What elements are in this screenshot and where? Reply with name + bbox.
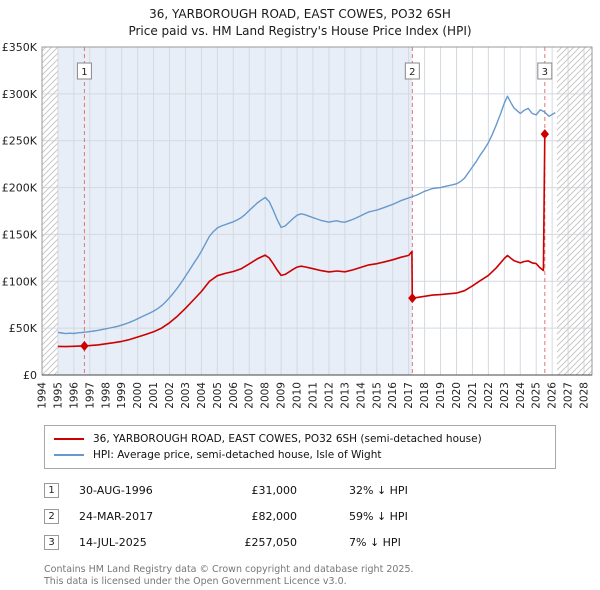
no-data-hatch: [556, 47, 592, 375]
x-tick-label: 2005: [212, 382, 224, 409]
y-tick-label: £350K: [2, 41, 38, 54]
x-tick-label: 2000: [132, 382, 144, 409]
x-tick-label: 2003: [180, 382, 192, 409]
sale-date: 24-MAR-2017: [79, 510, 154, 523]
no-data-hatch: [42, 47, 58, 375]
sale-marker-box: [76, 62, 92, 80]
x-tick-label: 2019: [435, 382, 447, 409]
sale-number-badge: 2: [44, 509, 59, 524]
sale-row-1: 1 30-AUG-1996 £31,000 32% ↓ HPI: [44, 483, 600, 498]
x-tick-label: 2015: [371, 382, 383, 409]
x-tick-label: 2013: [339, 382, 351, 409]
x-tick-label: 2023: [499, 382, 511, 409]
legend-item-hpi: HPI: Average price, semi-detached house,…: [54, 447, 546, 463]
x-tick-label: 2021: [467, 382, 479, 409]
y-tick-label: £300K: [2, 88, 38, 101]
x-tick-label: 2024: [515, 382, 527, 409]
sale-number-badge: 1: [44, 483, 59, 498]
x-tick-label: 2020: [451, 382, 463, 409]
x-tick-label: 2014: [355, 382, 367, 409]
x-tick-label: 2026: [547, 382, 559, 409]
sale-hpi-delta: 32% ↓ HPI: [349, 484, 408, 497]
x-tick-label: 1998: [100, 382, 112, 409]
x-tick-label: 2009: [276, 382, 288, 409]
sale-marker-number: 2: [409, 67, 415, 78]
page-title: 36, YARBOROUGH ROAD, EAST COWES, PO32 6S…: [149, 7, 451, 21]
x-tick-label: 2010: [292, 382, 304, 409]
x-tick-label: 2007: [244, 382, 256, 409]
x-tick-label: 2025: [531, 382, 543, 409]
x-tick-label: 2018: [419, 382, 431, 409]
y-tick-label: £100K: [2, 275, 38, 288]
footer-line-2: This data is licensed under the Open Gov…: [44, 576, 347, 588]
x-tick-label: 2002: [164, 382, 176, 409]
property-line-swatch: [54, 438, 84, 440]
x-tick-label: 2012: [323, 382, 335, 409]
sale-marker-diamond: [80, 340, 89, 351]
sale-marker-number: 3: [542, 67, 548, 78]
sale-price: £31,000: [251, 484, 298, 497]
x-tick-label: 2004: [196, 382, 208, 409]
y-tick-label: £0: [23, 369, 37, 382]
x-tick-label: 1995: [52, 382, 64, 409]
sale-marker-diamond: [408, 293, 417, 304]
sale-number-badge: 3: [44, 535, 59, 550]
y-tick-label: £150K: [2, 228, 38, 241]
page-subtitle: Price paid vs. HM Land Registry's House …: [128, 24, 472, 38]
x-tick-label: 2016: [387, 382, 399, 409]
legend-item-property: 36, YARBOROUGH ROAD, EAST COWES, PO32 6S…: [54, 431, 546, 447]
x-tick-label: 1994: [37, 382, 49, 409]
chart-legend: 36, YARBOROUGH ROAD, EAST COWES, PO32 6S…: [44, 425, 556, 469]
sale-price: £82,000: [251, 510, 298, 523]
sale-marker-number: 1: [81, 67, 87, 78]
x-tick-label: 2022: [483, 382, 495, 409]
license-footer: Contains HM Land Registry data © Crown c…: [44, 564, 600, 589]
x-tick-label: 1997: [84, 382, 96, 409]
sale-marker-box: [404, 62, 420, 80]
y-tick-label: £200K: [2, 182, 38, 195]
y-tick-label: £50K: [9, 322, 38, 335]
y-tick-label: £250K: [2, 135, 38, 148]
sales-table: 1 30-AUG-1996 £31,000 32% ↓ HPI 2 24-MAR…: [44, 483, 600, 550]
sale-date: 14-JUL-2025: [79, 536, 147, 549]
sale-hpi-delta: 7% ↓ HPI: [349, 536, 401, 549]
hpi-line-swatch: [54, 454, 84, 456]
sale-row-3: 3 14-JUL-2025 £257,050 7% ↓ HPI: [44, 535, 600, 550]
price-history-chart: 1 2 3 £0 £50K £100K £150K £200K £250K £300K £350K 1…: [2, 41, 593, 409]
x-tick-label: 1999: [116, 382, 128, 409]
sale-marker-diamond: [540, 129, 550, 140]
x-tick-label: 2008: [260, 382, 272, 409]
sale-date: 30-AUG-1996: [79, 484, 153, 497]
sale-hpi-delta: 59% ↓ HPI: [349, 510, 408, 523]
x-tick-label: 2006: [228, 382, 240, 409]
x-tick-label: 2028: [579, 382, 591, 409]
x-tick-label: 2001: [148, 382, 160, 409]
legend-label-property: 36, YARBOROUGH ROAD, EAST COWES, PO32 6S…: [93, 433, 482, 445]
sale-price: £257,050: [244, 536, 298, 549]
x-tick-label: 1996: [68, 382, 80, 409]
x-tick-label: 2011: [308, 382, 320, 409]
sale-marker-box: [537, 62, 553, 80]
x-tick-label: 2017: [403, 382, 415, 409]
legend-label-hpi: HPI: Average price, semi-detached house,…: [93, 449, 382, 461]
property-price-line: [57, 133, 547, 348]
hpi-shaded-region: [57, 47, 413, 375]
x-tick-label: 2027: [563, 382, 575, 409]
hpi-line: [57, 95, 556, 335]
footer-line-1: Contains HM Land Registry data © Crown c…: [44, 564, 414, 575]
sale-row-2: 2 24-MAR-2017 £82,000 59% ↓ HPI: [44, 509, 600, 524]
